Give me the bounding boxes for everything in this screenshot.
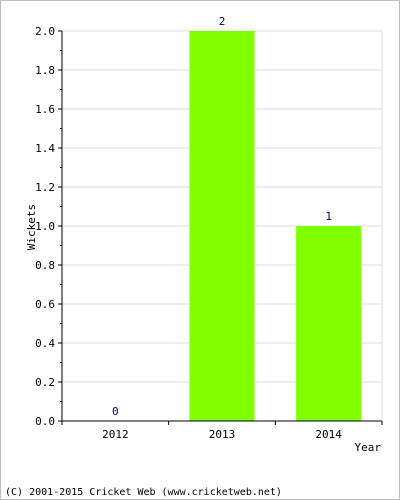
- data-label-2012: 0: [112, 405, 119, 418]
- y-tick-label: 0.6: [35, 298, 55, 311]
- y-tick-label: 1.4: [35, 142, 55, 155]
- y-tick-label: 1.6: [35, 103, 55, 116]
- y-tick-label: 1.2: [35, 181, 55, 194]
- y-tick-label: 2.0: [35, 25, 55, 38]
- x-tick-label-2013: 2013: [209, 428, 236, 441]
- bar-2013: [189, 31, 255, 421]
- bar-2014: [296, 226, 362, 421]
- data-label-2013: 2: [219, 15, 226, 28]
- x-tick-label-2012: 2012: [102, 428, 129, 441]
- x-tick-label-2014: 2014: [315, 428, 342, 441]
- data-label-2014: 1: [325, 210, 332, 223]
- y-tick-label: 0.8: [35, 259, 55, 272]
- y-tick-label: 0.4: [35, 337, 55, 350]
- y-tick-label: 0.0: [35, 415, 55, 428]
- axes: [58, 30, 383, 425]
- bars: [189, 31, 362, 421]
- y-tick-label: 1.0: [35, 220, 55, 233]
- x-axis-title: Year: [355, 441, 382, 454]
- copyright-notice: (C) 2001-2015 Cricket Web (www.cricketwe…: [5, 487, 282, 498]
- y-tick-labels: 0.0 0.2 0.4 0.6 0.8 1.0 1.2 1.4 1.6 1.8 2.0: [35, 25, 55, 428]
- data-labels: 0 2 1: [112, 15, 332, 418]
- y-tick-label: 0.2: [35, 376, 55, 389]
- y-axis-title: Wickets: [25, 204, 38, 250]
- x-tick-labels: 2012 2013 2014: [102, 428, 342, 441]
- y-tick-label: 1.8: [35, 64, 55, 77]
